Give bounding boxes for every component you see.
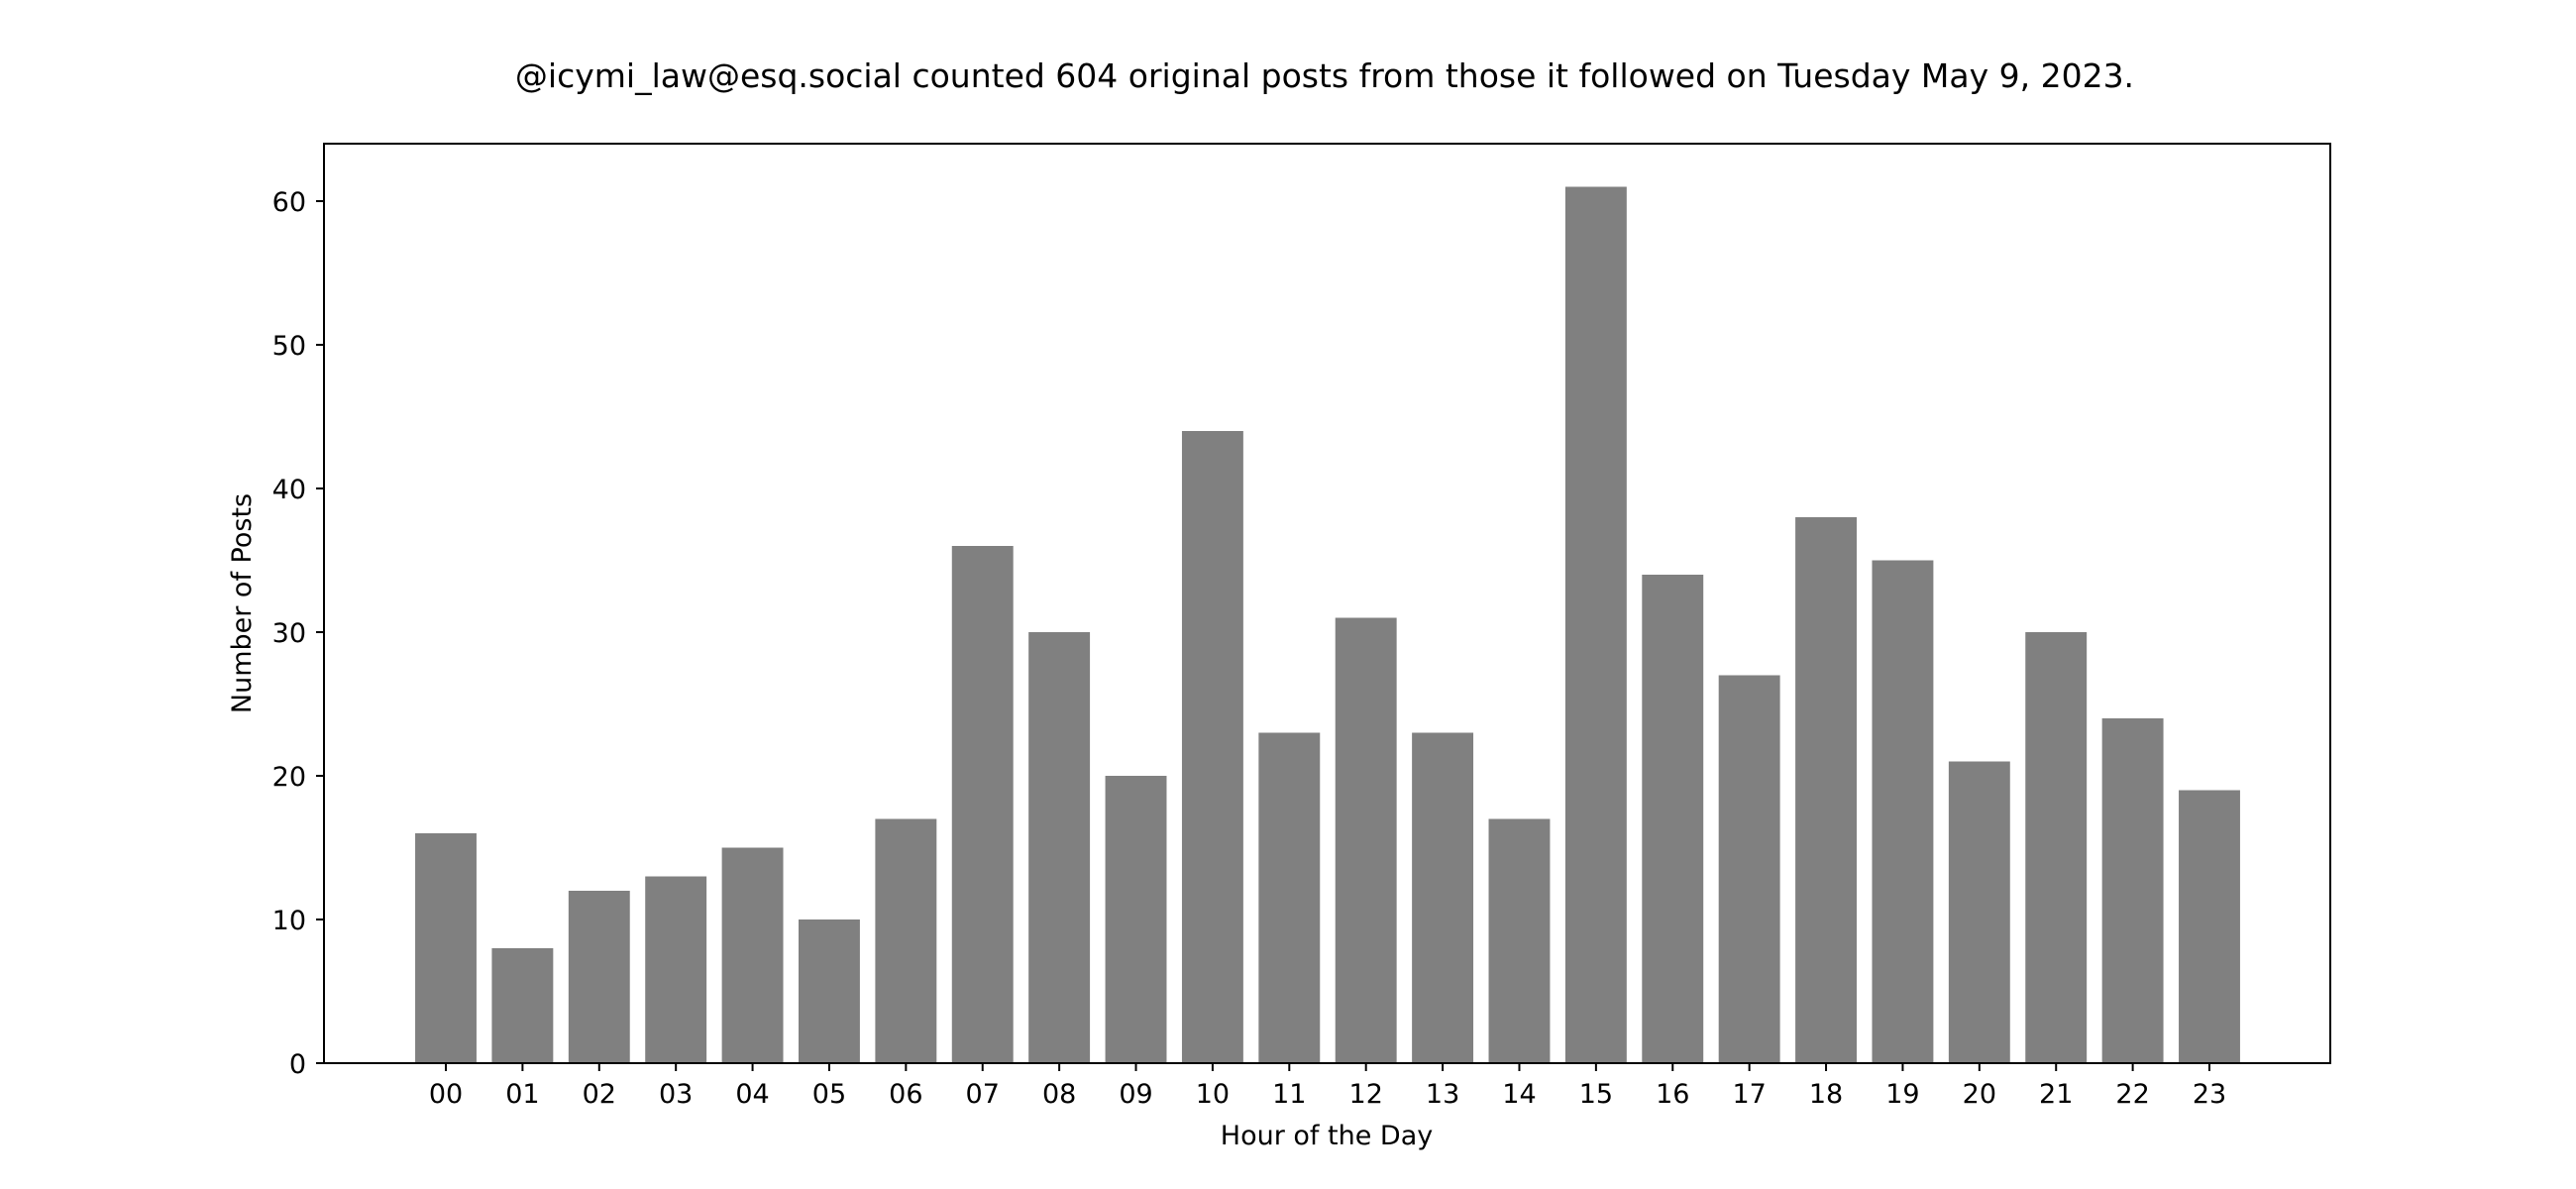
bar-18 (1795, 517, 1857, 1063)
bar-04 (722, 848, 784, 1064)
bar-21 (2025, 632, 2087, 1063)
bars-group (415, 187, 2240, 1064)
bar-20 (1949, 762, 2010, 1064)
bar-02 (569, 891, 630, 1063)
y-tick-label: 20 (272, 762, 306, 793)
bar-11 (1258, 733, 1320, 1064)
x-tick-label: 03 (659, 1079, 693, 1110)
bar-08 (1028, 632, 1090, 1063)
x-tick-label: 17 (1732, 1079, 1766, 1110)
bar-13 (1412, 733, 1473, 1064)
x-tick-label: 11 (1272, 1079, 1306, 1110)
x-tick-label: 08 (1042, 1079, 1076, 1110)
bar-12 (1336, 618, 1397, 1064)
bar-05 (799, 919, 860, 1063)
x-tick-label: 14 (1502, 1079, 1536, 1110)
x-axis-ticks: 00 01 02 03 04 05 06 07 08 09 10 11 12 13 14 15 16 17 18 19… (429, 1063, 2226, 1110)
bar-01 (491, 948, 553, 1063)
x-tick-label: 18 (1809, 1079, 1843, 1110)
x-tick-label: 10 (1196, 1079, 1230, 1110)
bar-17 (1719, 676, 1780, 1064)
y-axis-label: Number of Posts (227, 493, 258, 713)
x-tick-label: 09 (1119, 1079, 1152, 1110)
x-tick-label: 02 (583, 1079, 616, 1110)
y-tick-label: 10 (272, 906, 306, 936)
x-tick-label: 01 (505, 1079, 539, 1110)
bar-23 (2179, 791, 2240, 1064)
bar-10 (1182, 431, 1243, 1063)
x-axis-label: Hour of the Day (1221, 1121, 1433, 1151)
x-tick-label: 16 (1656, 1079, 1689, 1110)
x-tick-label: 04 (735, 1079, 769, 1110)
chart-title: @icymi_law@esq.social counted 604 origin… (515, 56, 2134, 95)
x-tick-label: 23 (2193, 1079, 2226, 1110)
bar-15 (1565, 187, 1627, 1064)
x-tick-label: 12 (1349, 1079, 1383, 1110)
y-axis-ticks: 0 10 20 30 40 50 60 (272, 187, 324, 1080)
y-tick-label: 40 (272, 475, 306, 505)
x-tick-label: 05 (812, 1079, 846, 1110)
x-tick-label: 06 (889, 1079, 922, 1110)
bar-00 (415, 833, 477, 1063)
bar-09 (1106, 776, 1167, 1063)
bar-03 (645, 877, 706, 1064)
x-tick-label: 07 (966, 1079, 1000, 1110)
y-tick-label: 0 (289, 1049, 306, 1080)
y-tick-label: 60 (272, 187, 306, 218)
x-tick-label: 22 (2115, 1079, 2149, 1110)
bar-16 (1642, 575, 1703, 1063)
x-tick-label: 00 (429, 1079, 463, 1110)
bar-14 (1489, 819, 1551, 1064)
bar-06 (875, 819, 936, 1064)
x-tick-label: 20 (1963, 1079, 1996, 1110)
y-tick-label: 30 (272, 618, 306, 649)
x-tick-label: 15 (1579, 1079, 1613, 1110)
x-tick-label: 19 (1885, 1079, 1919, 1110)
x-tick-label: 13 (1426, 1079, 1459, 1110)
bar-19 (1872, 561, 1933, 1064)
bar-07 (952, 546, 1014, 1063)
y-tick-label: 50 (272, 331, 306, 362)
bar-22 (2102, 718, 2164, 1063)
x-tick-label: 21 (2039, 1079, 2073, 1110)
